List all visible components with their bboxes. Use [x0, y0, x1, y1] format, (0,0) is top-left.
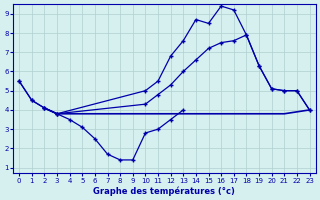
X-axis label: Graphe des températures (°c): Graphe des températures (°c) — [93, 186, 235, 196]
